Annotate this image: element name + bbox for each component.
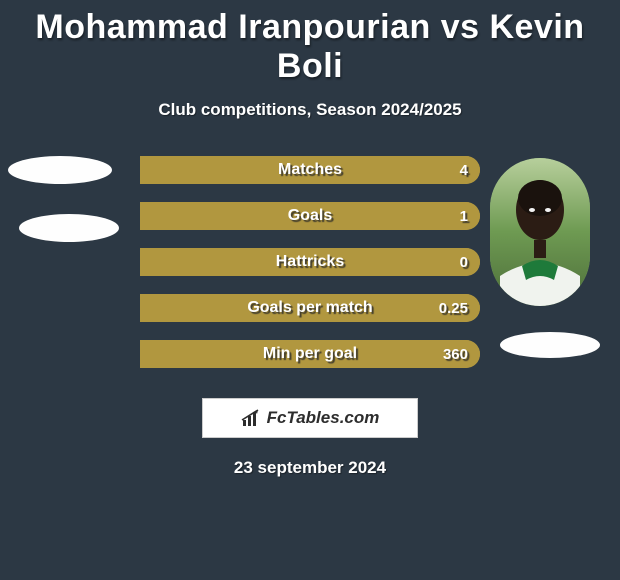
stat-value-right: 0 bbox=[460, 254, 468, 271]
stat-metric-label: Goals per match bbox=[247, 299, 372, 317]
page-subtitle: Club competitions, Season 2024/2025 bbox=[0, 100, 620, 120]
stat-bar: Hattricks 0 bbox=[140, 248, 480, 276]
page-title: Mohammad Iranpourian vs Kevin Boli bbox=[0, 0, 620, 86]
bar-chart-icon bbox=[241, 408, 263, 428]
brand-box[interactable]: FcTables.com bbox=[202, 398, 418, 438]
comparison-bars: Matches 4 Goals 1 Hattricks 0 Goals per match 0… bbox=[140, 156, 480, 368]
stat-bar: Min per goal 360 bbox=[140, 340, 480, 368]
player-right-avatar bbox=[490, 158, 590, 306]
brand-label: FcTables.com bbox=[267, 408, 380, 428]
stat-value-right: 360 bbox=[443, 346, 468, 363]
stat-bar: Matches 4 bbox=[140, 156, 480, 184]
stat-metric-label: Min per goal bbox=[263, 345, 357, 363]
avatar-placeholder-ellipse bbox=[19, 214, 119, 242]
stat-value-right: 0.25 bbox=[439, 300, 468, 317]
comparison-stage: Matches 4 Goals 1 Hattricks 0 Goals per match 0… bbox=[0, 142, 620, 402]
avatar-shadow-ellipse bbox=[500, 332, 600, 358]
snapshot-date: 23 september 2024 bbox=[0, 458, 620, 478]
stat-metric-label: Matches bbox=[278, 161, 342, 179]
stat-metric-label: Hattricks bbox=[276, 253, 344, 271]
stat-bar: Goals 1 bbox=[140, 202, 480, 230]
stat-metric-label: Goals bbox=[288, 207, 332, 225]
stat-value-right: 1 bbox=[460, 208, 468, 225]
avatar-placeholder-ellipse bbox=[8, 156, 112, 184]
player-photo-icon bbox=[490, 158, 590, 306]
stat-value-right: 4 bbox=[460, 162, 468, 179]
stat-bar: Goals per match 0.25 bbox=[140, 294, 480, 322]
player-left-avatar bbox=[10, 156, 110, 256]
